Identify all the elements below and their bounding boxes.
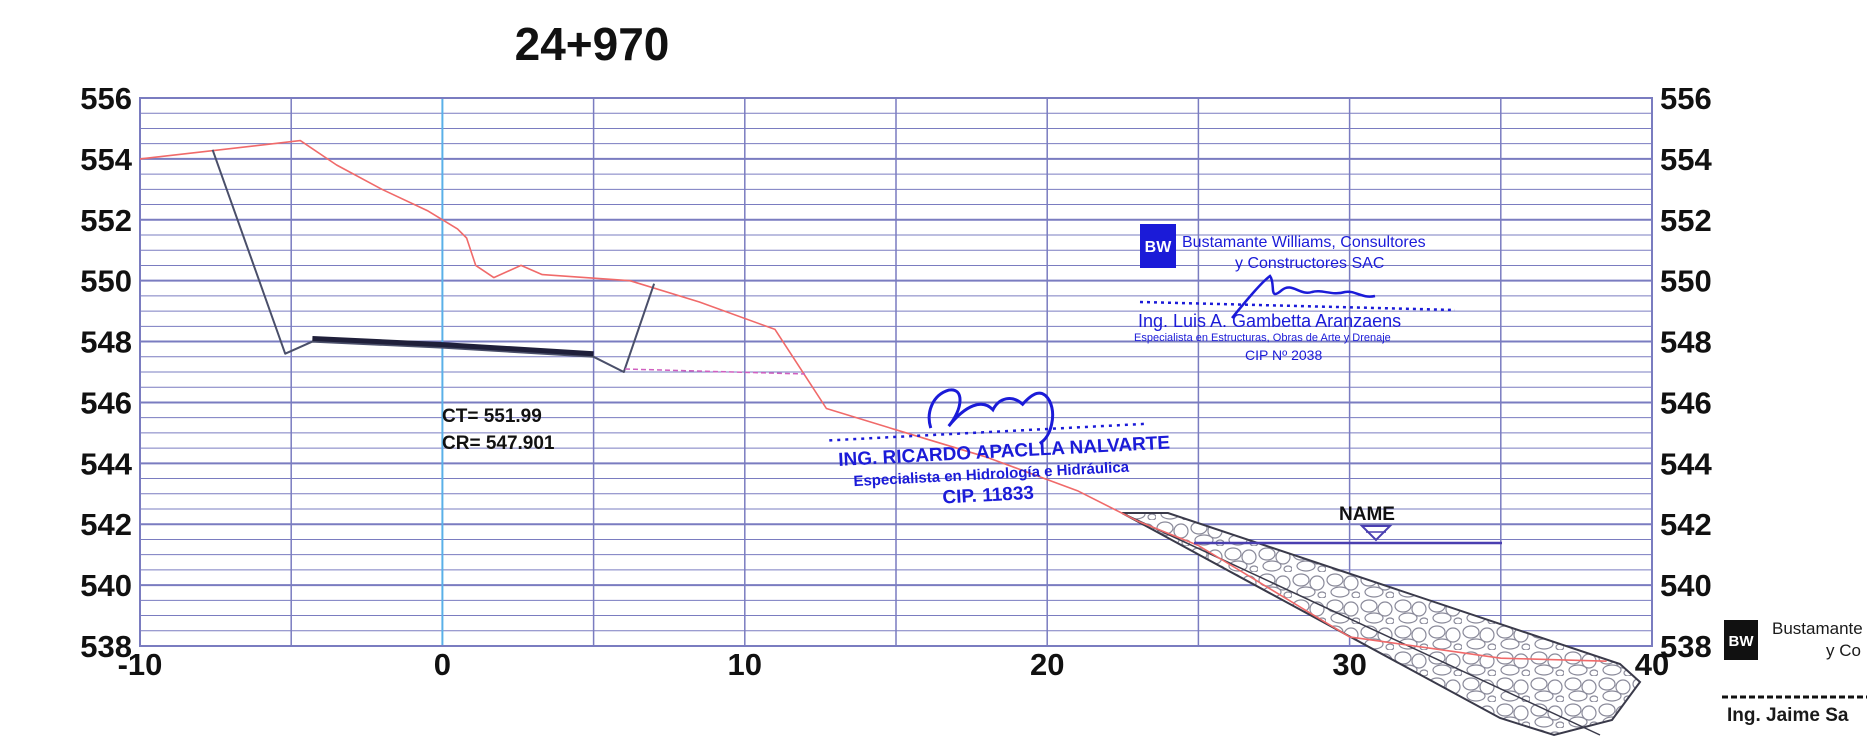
plot-frame: [139, 97, 1653, 647]
chart-title: 24+970: [515, 18, 670, 70]
series-line-2: [211, 149, 656, 373]
water-level-marker: [1194, 525, 1502, 545]
right-logo: [1724, 620, 1758, 660]
y-axis-left: 538 540 542 544 546 548 550 552 554 556: [80, 81, 132, 664]
series-line-3: [312, 336, 594, 357]
engineer-cip-gambetta: CIP Nº 2038: [1245, 347, 1322, 363]
y-tick-label-right: 550: [1660, 264, 1712, 299]
x-axis: -10 0 10 20 30 40: [118, 647, 1670, 682]
y-tick-label-left: 540: [80, 568, 132, 603]
y-tick-label-left: 544: [80, 446, 132, 481]
x-tick-label: 40: [1635, 647, 1669, 682]
right-stamp-line1: Bustamante: [1772, 619, 1863, 638]
x-tick-label: 0: [434, 647, 451, 682]
engineer-name-gambetta: Ing. Luis A. Gambetta Aranzaens: [1138, 311, 1401, 331]
y-tick-label-left: 542: [80, 507, 132, 542]
series-layer: [139, 139, 1607, 662]
y-tick-label-right: 542: [1660, 507, 1712, 542]
grid: [139, 97, 1653, 647]
x-tick-label: 30: [1332, 647, 1366, 682]
riprap-revetment: [1121, 512, 1642, 737]
cr-annotation: CR= 547.901: [442, 433, 555, 454]
series-line-1: [139, 139, 1607, 662]
y-tick-label-left: 546: [80, 385, 132, 420]
ct-annotation: CT= 551.99: [442, 406, 542, 427]
y-axis-right: 538 540 542 544 546 548 550 552 554 556: [1660, 81, 1712, 664]
y-tick-label-right: 554: [1660, 142, 1712, 177]
y-tick-label-right: 548: [1660, 325, 1712, 360]
y-tick-label-left: 538: [80, 629, 132, 664]
y-tick-label-right: 546: [1660, 385, 1712, 420]
company-name-line2: y Constructores SAC: [1235, 255, 1384, 272]
right-stamp-line2: y Co: [1826, 641, 1861, 660]
y-tick-label-left: 556: [80, 81, 132, 116]
signature-apaclla: [927, 388, 1054, 445]
x-tick-label: -10: [118, 647, 163, 682]
company-name-line1: Bustamante Williams, Consultores: [1182, 234, 1426, 251]
y-tick-label-left: 550: [80, 264, 132, 299]
design-dashed-line: [624, 368, 806, 375]
engineer-specialty-gambetta: Especialista en Estructuras, Obras de Ar…: [1134, 332, 1391, 344]
right-logo-text: BW: [1729, 633, 1755, 650]
company-logo: [1140, 224, 1176, 268]
y-tick-label-left: 548: [80, 325, 132, 360]
engineer-cip-apaclla: CIP. 11833: [942, 483, 1035, 509]
y-tick-label-left: 554: [80, 142, 132, 177]
company-stamp: BW Bustamante Williams, Consultores y Co…: [1134, 224, 1456, 363]
company-logo-text: BW: [1145, 239, 1173, 256]
water-level-label: NAME: [1339, 504, 1395, 525]
right-stamp-name: Ing. Jaime Sa: [1727, 705, 1849, 726]
y-tick-label-right: 556: [1660, 81, 1712, 116]
signature-gambetta: [1231, 274, 1376, 319]
right-edge-stamp: BW Bustamante y Co Ing. Jaime Sa: [1722, 619, 1867, 726]
y-tick-label-right: 552: [1660, 203, 1712, 238]
y-tick-label-left: 552: [80, 203, 132, 238]
y-tick-label-right: 538: [1660, 629, 1712, 664]
x-tick-label: 10: [728, 647, 762, 682]
y-tick-label-right: 544: [1660, 446, 1712, 481]
y-tick-label-right: 540: [1660, 568, 1712, 603]
x-tick-label: 20: [1030, 647, 1064, 682]
